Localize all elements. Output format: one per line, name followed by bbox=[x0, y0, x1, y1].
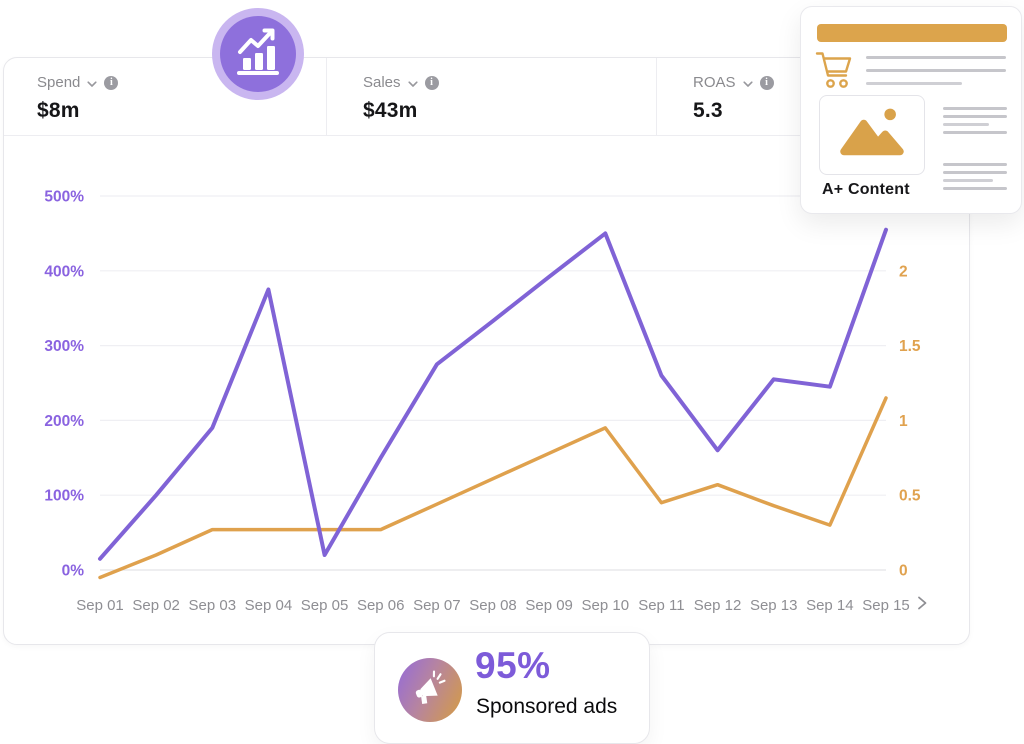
metric-spend: Spend i $8m bbox=[4, 58, 326, 135]
info-icon[interactable]: i bbox=[104, 75, 119, 90]
metric-spend-label: Spend bbox=[37, 74, 81, 91]
text-placeholder-line bbox=[866, 82, 962, 85]
a-plus-content-card: A+ Content bbox=[800, 6, 1022, 214]
megaphone-badge bbox=[398, 658, 462, 722]
metric-sales-label: Sales bbox=[363, 74, 401, 91]
metric-sales-dropdown[interactable]: Sales i bbox=[363, 73, 656, 92]
text-placeholder-line bbox=[943, 179, 993, 182]
text-placeholder-line bbox=[943, 163, 1007, 166]
growth-badge bbox=[212, 8, 304, 100]
next-dates-chevron-icon[interactable] bbox=[916, 595, 928, 616]
text-placeholder-line bbox=[866, 69, 1006, 72]
text-placeholder-line bbox=[943, 123, 989, 126]
metric-roas-label: ROAS bbox=[693, 74, 736, 91]
info-icon[interactable]: i bbox=[424, 75, 439, 90]
chevron-down-icon[interactable] bbox=[87, 75, 97, 92]
image-mountain-icon bbox=[840, 108, 904, 156]
shopping-cart-icon bbox=[815, 49, 855, 98]
metric-roas-dropdown[interactable]: ROAS i bbox=[693, 73, 969, 92]
product-image-placeholder bbox=[819, 95, 925, 175]
sponsored-ads-label: Sponsored ads bbox=[476, 695, 618, 718]
metric-spend-value: $8m bbox=[37, 99, 80, 122]
chevron-down-icon[interactable] bbox=[742, 75, 753, 92]
metrics-row: Spend i $8m Sales i $43m bbox=[4, 58, 969, 136]
sponsored-ads-card: 95% Sponsored ads bbox=[374, 632, 650, 744]
metric-roas-value: 5.3 bbox=[693, 99, 723, 122]
metric-sales: Sales i $43m bbox=[326, 58, 656, 135]
a-plus-content-caption: A+ Content bbox=[822, 181, 910, 198]
metric-roas: ROAS i 5.3 bbox=[656, 58, 969, 135]
text-placeholder-line bbox=[943, 171, 1007, 174]
trending-bar-chart-icon bbox=[220, 16, 296, 92]
text-placeholder-line bbox=[866, 56, 1006, 59]
metric-sales-value: $43m bbox=[363, 99, 418, 122]
sponsored-ads-percent: 95% bbox=[475, 645, 551, 686]
text-placeholder-line bbox=[943, 187, 1007, 190]
megaphone-icon bbox=[415, 670, 446, 704]
metric-spend-dropdown[interactable]: Spend i bbox=[37, 73, 326, 92]
text-placeholder-line bbox=[943, 107, 1007, 110]
info-icon[interactable]: i bbox=[759, 75, 774, 90]
gold-banner bbox=[817, 24, 1007, 42]
text-placeholder-line bbox=[943, 115, 1007, 118]
chevron-down-icon[interactable] bbox=[407, 75, 418, 92]
text-placeholder-line bbox=[943, 131, 1007, 134]
